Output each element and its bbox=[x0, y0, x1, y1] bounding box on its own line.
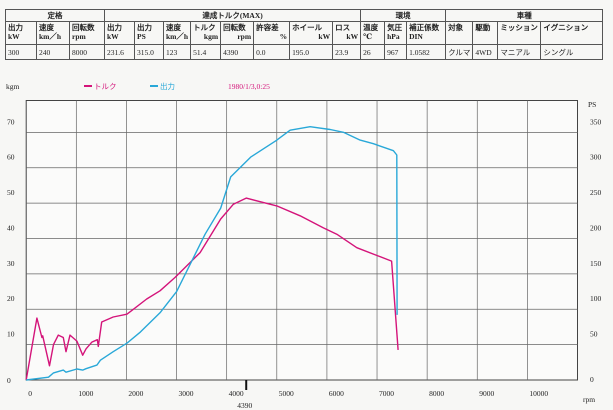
y-left-tick-label: 10 bbox=[7, 330, 15, 339]
header-unit: rpm bbox=[72, 32, 86, 41]
column-header: 回転数 rpm bbox=[69, 21, 105, 45]
header-unit: kgm bbox=[203, 32, 219, 41]
spec-table: 定格 達成トルク(MAX) 環境 車種 出力 kW 速度 km／h 回転数 rpm 出力 kW 出力 P… bbox=[5, 9, 604, 60]
header-unit: kW bbox=[318, 32, 331, 41]
header-label: トルク bbox=[193, 23, 216, 32]
header-label: 回転数 bbox=[72, 23, 95, 32]
x-tick-label: 7000 bbox=[379, 389, 394, 398]
header-label: 速度 bbox=[166, 23, 181, 32]
column-header: イグニション bbox=[540, 21, 604, 45]
header-unit: kW bbox=[8, 32, 20, 41]
header-label: 対象 bbox=[448, 23, 464, 32]
table-cell: 231.6 bbox=[104, 44, 135, 60]
power-curve bbox=[26, 125, 398, 381]
header-unit: hPa bbox=[387, 32, 400, 41]
column-header: 速度 km／h bbox=[36, 21, 70, 45]
header-label: 速度 bbox=[39, 23, 54, 32]
timestamp: 1980/1/3,0:25 bbox=[228, 82, 270, 91]
plot-border bbox=[25, 100, 578, 381]
x-tick-label: 5000 bbox=[279, 389, 294, 398]
y-left-tick-label: 20 bbox=[7, 294, 15, 303]
header-label: 許容差 bbox=[256, 23, 279, 32]
column-header: 回転数 rpm bbox=[220, 21, 255, 45]
y-right-tick-label: 350 bbox=[590, 117, 602, 126]
y-right-tick-label: 0 bbox=[590, 375, 594, 384]
column-header: 温度 ℃ bbox=[360, 21, 386, 45]
header-label: 回転数 bbox=[223, 23, 246, 32]
table-cell: 1.0582 bbox=[406, 44, 447, 60]
y-left-tick-label: 40 bbox=[7, 223, 15, 232]
header-label: ロス bbox=[335, 23, 351, 32]
header-unit: kW bbox=[346, 32, 359, 41]
header-label: 出力 bbox=[107, 23, 122, 32]
y-right-tick-label: 300 bbox=[590, 153, 602, 162]
y-right-unit: PS bbox=[588, 100, 596, 109]
header-unit: % bbox=[279, 32, 288, 41]
header-label: 出力 bbox=[137, 23, 152, 32]
header-label: ミッション bbox=[500, 23, 538, 32]
x-unit: rpm bbox=[583, 395, 595, 404]
header-label: 温度 bbox=[363, 23, 379, 32]
x-tick-label: 6000 bbox=[329, 389, 344, 398]
header-unit: km／h bbox=[166, 32, 189, 41]
header-label: 気圧 bbox=[387, 23, 403, 32]
table-cell: 195.0 bbox=[289, 44, 334, 60]
column-header: 許容差% bbox=[253, 21, 291, 45]
y-right-tick-label: 100 bbox=[590, 294, 602, 303]
y-left-tick-label: 60 bbox=[7, 153, 15, 162]
header-unit: km／h bbox=[39, 32, 62, 41]
table-cell: 0.0 bbox=[253, 44, 291, 60]
peak-rpm-label: 4390 bbox=[237, 401, 252, 410]
y-right-tick-label: 200 bbox=[590, 223, 602, 232]
table-cell: シングル bbox=[540, 44, 604, 60]
x-tick-label: 10000 bbox=[529, 389, 548, 398]
torque-curve bbox=[25, 197, 399, 381]
table-cell: 8000 bbox=[69, 44, 105, 60]
x-tick-label: 0 bbox=[28, 389, 32, 398]
header-unit: PS bbox=[137, 32, 146, 41]
x-tick-label: 4000 bbox=[229, 389, 244, 398]
column-header: 出力 PS bbox=[134, 21, 164, 45]
header-label: 駆動 bbox=[475, 23, 491, 32]
x-tick-label: 1000 bbox=[78, 389, 93, 398]
legend-power-label: 出力 bbox=[160, 81, 175, 91]
header-label: 補正係数 bbox=[409, 23, 440, 32]
y-left-tick-label: 30 bbox=[7, 259, 15, 268]
column-header: トルク kgm bbox=[190, 21, 222, 45]
y-left-tick-label: 70 bbox=[7, 117, 15, 126]
header-unit: DIN bbox=[409, 32, 423, 41]
table-cell: クルマ bbox=[445, 44, 474, 60]
y-right-tick-label: 250 bbox=[590, 188, 602, 197]
y-right-tick-label: 150 bbox=[590, 259, 602, 268]
y-right-tick-label: 50 bbox=[590, 330, 598, 339]
x-tick-label: 3000 bbox=[179, 389, 194, 398]
x-tick-label: 8000 bbox=[429, 389, 444, 398]
x-tick-label: 9000 bbox=[479, 389, 494, 398]
header-unit: rpm bbox=[237, 32, 252, 41]
legend-torque-label: トルク bbox=[94, 82, 117, 91]
y-left-tick-label: 50 bbox=[7, 188, 15, 197]
header-unit: ℃ bbox=[363, 32, 373, 41]
x-tick-label: 2000 bbox=[128, 389, 143, 398]
header-label: ホイール bbox=[292, 23, 323, 32]
header-unit: kW bbox=[107, 32, 119, 41]
header-label: 出力 bbox=[8, 23, 23, 32]
table-cell: 123 bbox=[162, 44, 192, 60]
header-label: イグニション bbox=[543, 23, 589, 32]
y-left-unit: kgm bbox=[6, 82, 20, 91]
y-left-tick-label: 0 bbox=[7, 376, 11, 385]
